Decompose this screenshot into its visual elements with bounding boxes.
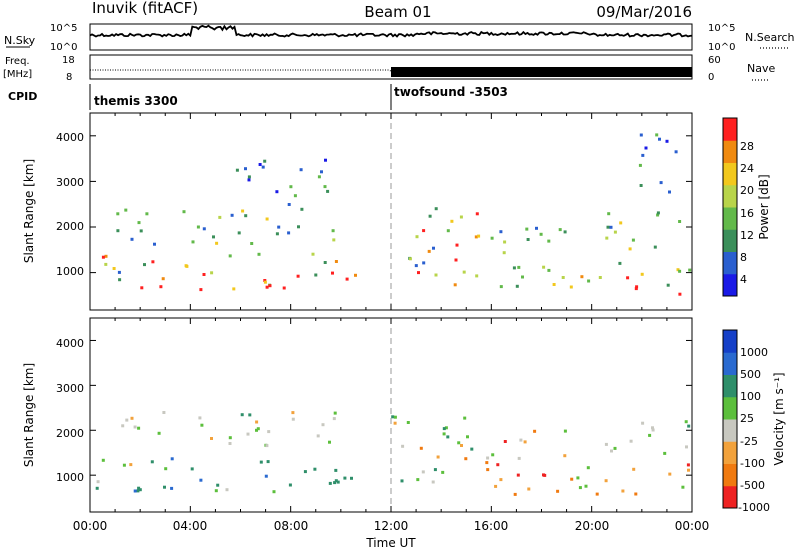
freq-label: Freq. — [5, 56, 30, 67]
vel-y-tick-4000: 4000 — [56, 337, 84, 350]
vel-y-tick-1000: 1000 — [56, 471, 84, 484]
vel-y-tick-2000: 2000 — [56, 427, 84, 440]
noise-sky-trace — [89, 24, 693, 38]
station-title: Inuvik (fitACF) — [92, 0, 198, 17]
power-y-axis-label: Slant Range [km] — [22, 159, 36, 263]
x-axis-label: Time UT — [365, 536, 416, 550]
noise-panel-frame — [89, 23, 693, 51]
vel-cbar-tick-m500: -500 — [740, 479, 765, 492]
vel-y-axis-label: Slant Range [km] — [22, 363, 36, 467]
power-cbar-tick-20: 20 — [740, 184, 754, 197]
velocity-echo-data — [95, 411, 691, 496]
power-panel: 1000 2000 3000 4000 Slant Range [km] — [22, 112, 693, 311]
power-cbar-tick-8: 8 — [740, 251, 747, 264]
vel-cbar-tick-1000: 1000 — [740, 346, 768, 359]
vel-cbar-tick-m25: -25 — [740, 435, 758, 448]
freq-trace — [90, 69, 692, 72]
noise-right-tick-top: 10^5 — [708, 23, 735, 34]
nave-tick-top: 60 — [708, 55, 721, 66]
x-tick-2000: 20:00 — [575, 519, 610, 533]
vel-cbar-label: Velocity [m s⁻¹] — [772, 372, 786, 465]
vel-cbar-tick-500: 500 — [740, 368, 761, 381]
noise-left-tick-bottom: 10^0 — [50, 42, 77, 53]
power-y-tick-2000: 2000 — [56, 220, 84, 233]
vel-cbar-tick-100: 100 — [740, 390, 761, 403]
nave-tick-bottom: 0 — [708, 72, 714, 83]
power-colorbar: 28 24 20 16 12 8 4 Power [dB] — [722, 117, 771, 297]
vel-y-tick-3000: 3000 — [56, 382, 84, 395]
x-tick-1600: 16:00 — [474, 519, 509, 533]
velocity-colorbar: 1000 500 100 25 -25 -100 -500 -1000 Velo… — [722, 329, 786, 514]
power-cbar-label: Power [dB] — [757, 174, 771, 239]
date-title: 09/Mar/2016 — [596, 3, 692, 21]
power-echo-data — [101, 133, 692, 296]
power-cbar-tick-24: 24 — [740, 162, 754, 175]
beam-title: Beam 01 — [364, 3, 431, 21]
power-cbar-tick-28: 28 — [740, 140, 754, 153]
power-y-tick-3000: 3000 — [56, 176, 84, 189]
cpid-program-1: themis 3300 — [94, 94, 178, 108]
velocity-panel: 1000 2000 3000 4000 Slant Range [km] 00:… — [22, 317, 710, 550]
power-cbar-tick-4: 4 — [740, 273, 747, 286]
power-y-tick-4000: 4000 — [56, 131, 84, 144]
x-tick-0000: 00:00 — [73, 519, 108, 533]
noise-right-tick-bottom: 10^0 — [708, 42, 735, 53]
x-tick-1200: 12:00 — [374, 519, 409, 533]
power-cbar-tick-12: 12 — [740, 229, 754, 242]
noise-left-tick-top: 10^5 — [50, 23, 77, 34]
freq-tick-top: 18 — [62, 55, 75, 66]
vel-cbar-tick-m100: -100 — [740, 457, 765, 470]
freq-unit-label: [MHz] — [3, 69, 32, 80]
freq-tick-bottom: 8 — [66, 72, 72, 83]
power-cbar-tick-16: 16 — [740, 207, 754, 220]
x-tick-2400: 00:00 — [675, 519, 710, 533]
noise-left-label: N.Sky — [4, 34, 36, 47]
vel-cbar-tick-m1000: -1000 — [738, 501, 770, 514]
vel-cbar-tick-25: 25 — [740, 412, 754, 425]
nave-trace — [391, 67, 692, 77]
nave-label: Nave — [747, 62, 775, 75]
x-tick-0800: 08:00 — [274, 519, 309, 533]
noise-right-label: N.Search — [745, 31, 795, 44]
power-y-tick-1000: 1000 — [56, 265, 84, 278]
cpid-label: CPID — [8, 90, 37, 103]
cpid-program-2: twofsound -3503 — [394, 85, 508, 99]
x-tick-0400: 04:00 — [173, 519, 208, 533]
